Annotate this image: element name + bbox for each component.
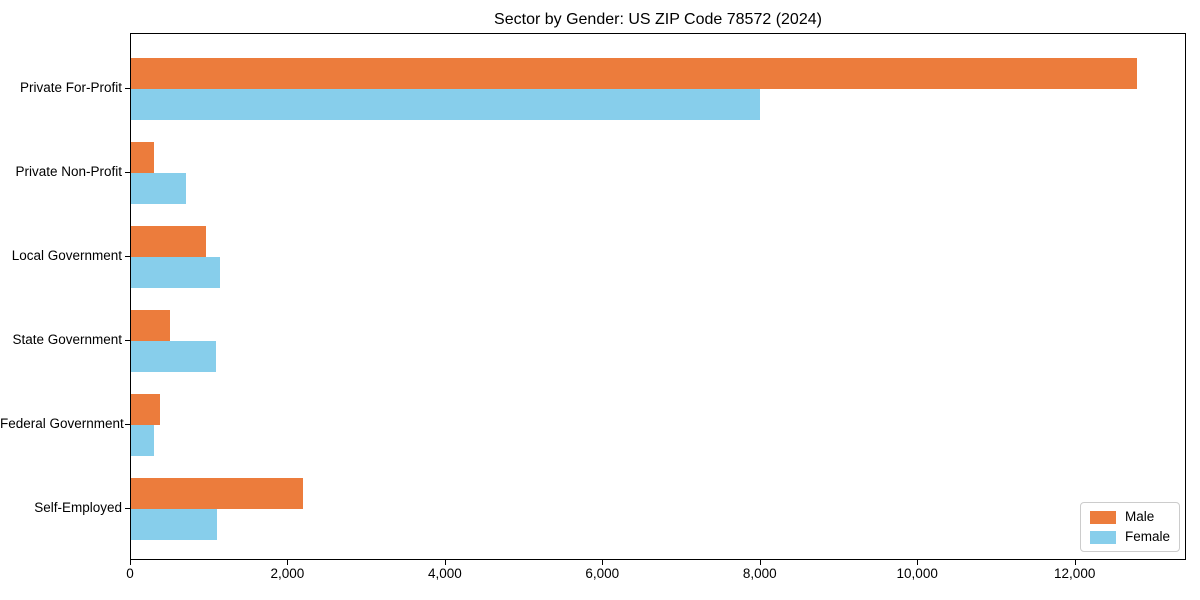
x-tick-mark-8000: [759, 560, 761, 565]
y-tick-label-private-non-profit: Private Non-Profit: [15, 164, 122, 179]
bar-male-local-government: [131, 226, 206, 257]
bar-female-private-for-profit: [131, 89, 760, 120]
bar-female-self-employed: [131, 509, 218, 540]
x-tick-label-0: 0: [126, 566, 134, 581]
y-tick-mark-federal-government: [125, 424, 130, 425]
bar-male-federal-government: [131, 394, 161, 425]
x-tick-mark-12000: [1074, 560, 1076, 565]
legend-entry-female: Female: [1089, 529, 1170, 544]
legend-entry-male: Male: [1089, 509, 1170, 524]
x-tick-mark-0: [130, 560, 131, 565]
y-tick-label-state-government: State Government: [12, 332, 122, 347]
bar-female-local-government: [131, 257, 220, 288]
x-tick-label-4000: 4,000: [427, 566, 462, 581]
x-tick-label-6000: 6,000: [585, 566, 620, 581]
y-tick-label-local-government: Local Government: [11, 248, 122, 263]
x-tick-label-8000: 8,000: [742, 566, 777, 581]
legend-label-female: Female: [1124, 529, 1170, 544]
legend-swatch-male: [1089, 510, 1116, 524]
legend: Male Female: [1079, 502, 1180, 552]
y-tick-label-self-employed: Self-Employed: [34, 500, 122, 515]
x-tick-mark-10000: [917, 560, 919, 565]
x-tick-label-2000: 2,000: [270, 566, 305, 581]
bar-female-state-government: [131, 341, 216, 372]
x-tick-mark-4000: [444, 560, 446, 565]
bar-male-self-employed: [131, 478, 304, 509]
y-tick-mark-local-government: [125, 256, 130, 257]
x-tick-mark-6000: [602, 560, 604, 565]
y-tick-mark-self-employed: [125, 508, 130, 509]
y-tick-mark-private-for-profit: [125, 88, 130, 89]
legend-swatch-female: [1089, 530, 1116, 544]
legend-label-male: Male: [1124, 509, 1155, 524]
plot-area: Male Female: [130, 33, 1186, 560]
bar-male-private-for-profit: [131, 58, 1137, 89]
y-tick-label-federal-government: Federal Government: [0, 416, 124, 431]
bar-male-private-non-profit: [131, 142, 154, 173]
y-tick-mark-state-government: [125, 340, 130, 341]
y-tick-label-private-for-profit: Private For-Profit: [19, 80, 122, 95]
bar-female-private-non-profit: [131, 173, 187, 204]
x-tick-mark-2000: [287, 560, 289, 565]
bar-male-state-government: [131, 310, 171, 341]
x-tick-label-10000: 10,000: [896, 566, 938, 581]
x-tick-label-12000: 12,000: [1054, 566, 1096, 581]
bar-female-federal-government: [131, 425, 154, 456]
y-tick-mark-private-non-profit: [125, 172, 130, 173]
chart-title: Sector by Gender: US ZIP Code 78572 (202…: [494, 11, 822, 28]
